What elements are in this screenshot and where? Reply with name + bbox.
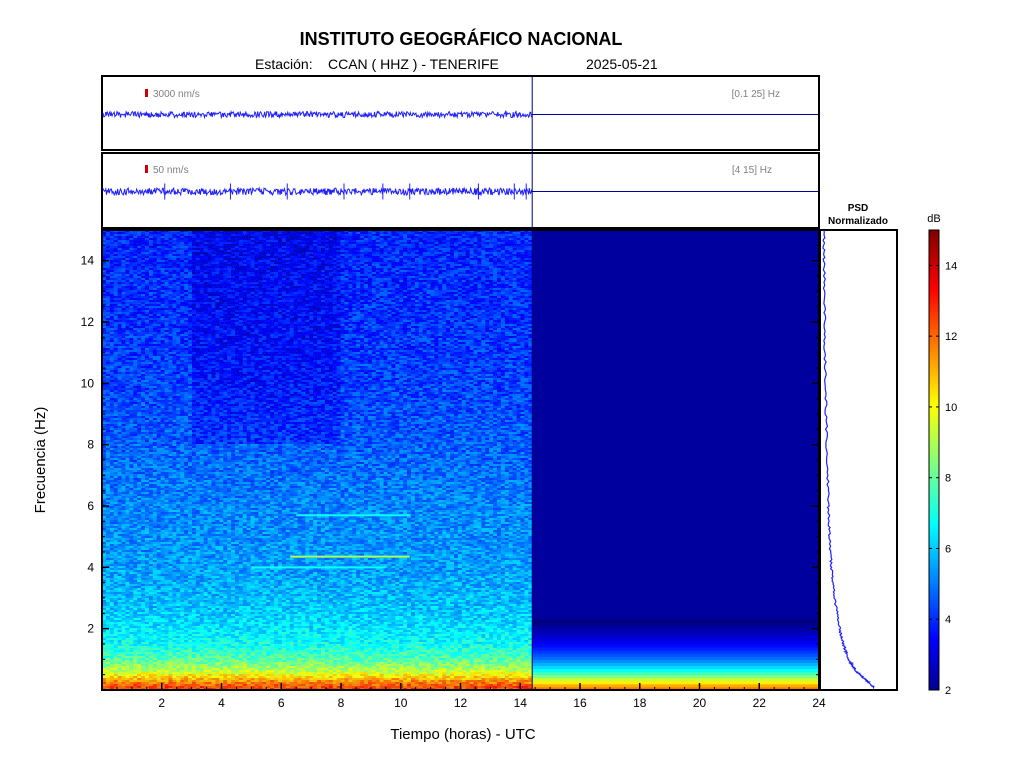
band-label-broadband: [0.1 25] Hz — [732, 89, 780, 100]
trace-noise — [102, 186, 533, 197]
band-label-filtered: [4 15] Hz — [732, 165, 772, 176]
seismogram-trace-filtered — [102, 153, 818, 230]
scale-label-broadband: 3000 nm/s — [153, 89, 200, 100]
scale-bar-icon — [145, 89, 148, 97]
scale-label-filtered: 50 nm/s — [153, 165, 189, 176]
station-name: CCAN ( HHZ ) - TENERIFE — [328, 56, 499, 72]
seismogram-panel-filtered: 50 nm/s [4 15] Hz — [101, 152, 820, 230]
spectrogram-image — [102, 230, 819, 690]
chart-title: INSTITUTO GEOGRÁFICO NACIONAL — [300, 28, 623, 49]
seismogram-trace-broadband — [102, 76, 818, 153]
trace-noise — [102, 109, 533, 120]
scale-bar-icon — [145, 165, 148, 173]
seismogram-panel-broadband: 3000 nm/s [0.1 25] Hz — [101, 75, 820, 153]
station-prefix: Estación: — [255, 56, 313, 72]
date-label: 2025-05-21 — [586, 56, 658, 72]
